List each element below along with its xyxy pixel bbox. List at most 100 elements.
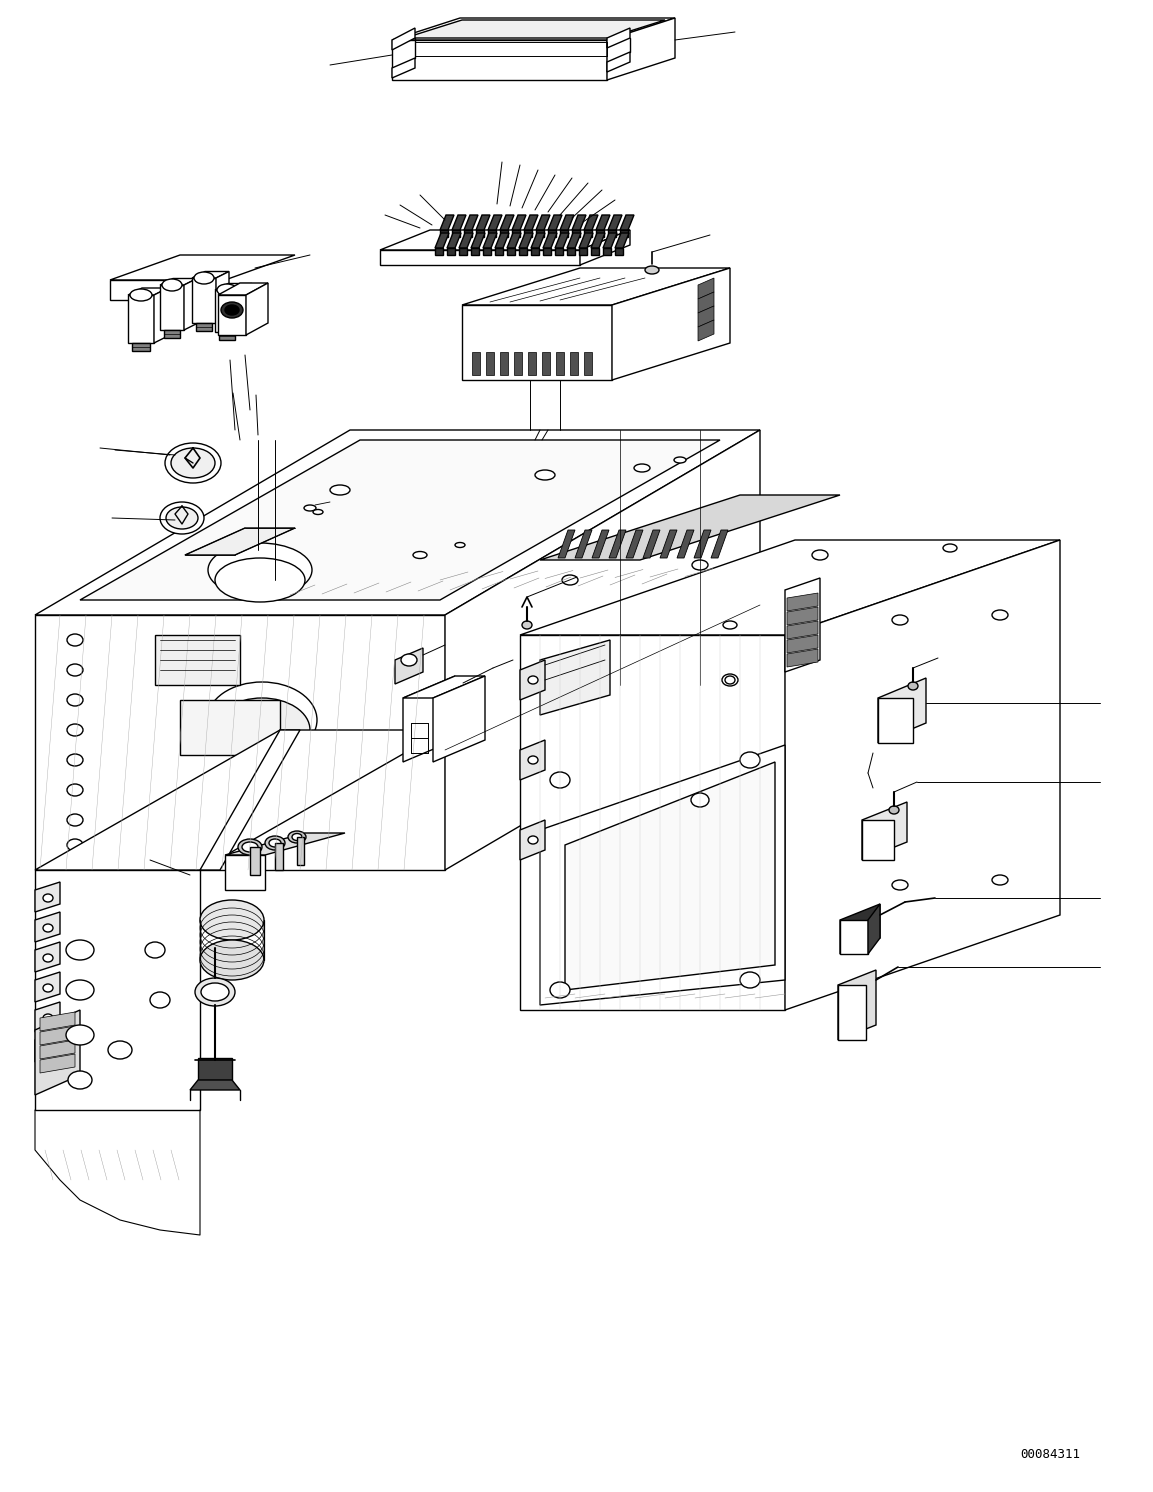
Polygon shape <box>612 269 730 380</box>
Polygon shape <box>160 279 197 285</box>
Ellipse shape <box>265 836 285 850</box>
Polygon shape <box>643 530 660 558</box>
Ellipse shape <box>550 771 570 788</box>
Polygon shape <box>698 278 714 298</box>
Ellipse shape <box>562 574 578 585</box>
Polygon shape <box>440 215 454 230</box>
Polygon shape <box>841 921 868 953</box>
Polygon shape <box>500 230 508 237</box>
Ellipse shape <box>66 1025 95 1044</box>
Ellipse shape <box>330 485 351 495</box>
Polygon shape <box>40 1012 75 1031</box>
Polygon shape <box>462 304 612 380</box>
Ellipse shape <box>165 443 221 483</box>
Polygon shape <box>868 904 880 953</box>
Polygon shape <box>216 272 229 322</box>
Polygon shape <box>198 1058 232 1080</box>
Polygon shape <box>543 233 557 248</box>
Polygon shape <box>404 676 455 762</box>
Polygon shape <box>570 352 578 374</box>
Polygon shape <box>540 745 785 1006</box>
Ellipse shape <box>43 953 53 962</box>
Polygon shape <box>579 233 593 248</box>
Ellipse shape <box>66 980 95 1000</box>
Ellipse shape <box>892 615 909 625</box>
Polygon shape <box>128 295 155 343</box>
Polygon shape <box>35 430 760 615</box>
Polygon shape <box>528 352 536 374</box>
Polygon shape <box>585 215 598 230</box>
Polygon shape <box>620 230 628 237</box>
Polygon shape <box>838 970 876 1040</box>
Polygon shape <box>131 343 150 351</box>
Ellipse shape <box>722 674 738 686</box>
Polygon shape <box>520 540 1060 636</box>
Polygon shape <box>392 40 606 81</box>
Polygon shape <box>556 352 564 374</box>
Polygon shape <box>596 215 610 230</box>
Polygon shape <box>250 847 259 874</box>
Polygon shape <box>519 233 533 248</box>
Polygon shape <box>606 28 630 48</box>
Polygon shape <box>180 700 280 755</box>
Polygon shape <box>35 870 199 1110</box>
Polygon shape <box>572 230 580 237</box>
Polygon shape <box>575 530 591 558</box>
Polygon shape <box>483 248 491 255</box>
Polygon shape <box>532 248 538 255</box>
Polygon shape <box>35 882 60 912</box>
Polygon shape <box>579 248 587 255</box>
Polygon shape <box>500 215 514 230</box>
Polygon shape <box>536 230 544 237</box>
Ellipse shape <box>160 501 204 534</box>
Polygon shape <box>239 283 253 333</box>
Ellipse shape <box>67 815 83 827</box>
Polygon shape <box>698 319 714 342</box>
Polygon shape <box>225 855 265 891</box>
Polygon shape <box>572 215 586 230</box>
Polygon shape <box>677 530 694 558</box>
Polygon shape <box>380 230 630 251</box>
Polygon shape <box>155 636 240 685</box>
Polygon shape <box>787 621 817 639</box>
Polygon shape <box>591 233 605 248</box>
Ellipse shape <box>43 924 53 932</box>
Polygon shape <box>470 248 478 255</box>
Ellipse shape <box>43 1015 53 1022</box>
Polygon shape <box>711 530 728 558</box>
Ellipse shape <box>740 971 760 988</box>
Polygon shape <box>520 636 785 1010</box>
Polygon shape <box>214 283 253 289</box>
Polygon shape <box>184 528 295 555</box>
Polygon shape <box>447 233 461 248</box>
Polygon shape <box>160 285 184 330</box>
Polygon shape <box>620 215 634 230</box>
Polygon shape <box>488 230 496 237</box>
Ellipse shape <box>413 552 427 558</box>
Ellipse shape <box>67 724 83 736</box>
Polygon shape <box>507 248 515 255</box>
Ellipse shape <box>225 304 239 315</box>
Ellipse shape <box>163 279 182 291</box>
Polygon shape <box>392 18 675 40</box>
Ellipse shape <box>692 560 708 570</box>
Ellipse shape <box>889 806 899 815</box>
Polygon shape <box>219 333 235 340</box>
Ellipse shape <box>455 543 465 548</box>
Ellipse shape <box>67 783 83 797</box>
Ellipse shape <box>68 1071 92 1089</box>
Ellipse shape <box>812 551 828 560</box>
Polygon shape <box>459 233 473 248</box>
Polygon shape <box>395 648 423 683</box>
Ellipse shape <box>171 448 214 477</box>
Polygon shape <box>40 1053 75 1073</box>
Polygon shape <box>452 215 466 230</box>
Ellipse shape <box>67 634 83 646</box>
Polygon shape <box>698 292 714 313</box>
Polygon shape <box>199 730 300 870</box>
Polygon shape <box>462 269 730 304</box>
Ellipse shape <box>43 1044 53 1052</box>
Ellipse shape <box>675 457 686 463</box>
Polygon shape <box>218 295 246 336</box>
Ellipse shape <box>725 676 734 683</box>
